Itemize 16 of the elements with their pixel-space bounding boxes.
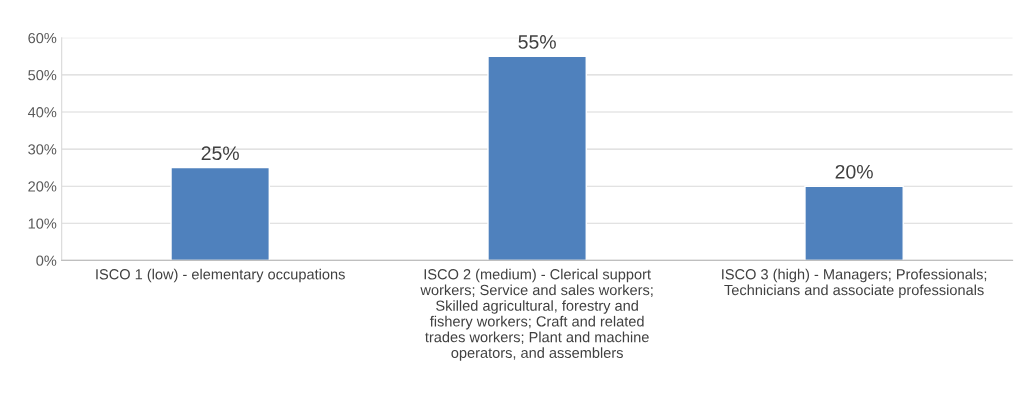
x-tick-label: ISCO 2 (medium) - Clerical support workers; Service and sales workers; Skilled agricultural, forestry and fishery workers; Craft and related trades workers; Plant and machine operators, and assemblers [420,268,653,361]
y-tick-label: 60% [28,32,57,44]
y-tick-label: 20% [28,181,57,192]
data-label: 20% [835,164,873,179]
bar [487,55,587,261]
bar [170,166,270,261]
x-tick-label: ISCO 1 (low) - elementary occupations [96,268,345,283]
x-tick-label: ISCO 3 (high) - Managers; Professionals; Technicians and associate professionals [722,268,987,299]
data-label: 55% [518,35,556,49]
bar [804,185,904,261]
y-tick-label: 50% [28,70,57,81]
y-tick-label: 40% [27,107,57,118]
y-tick-label: 0% [36,255,57,266]
y-tick-label: 10% [28,218,57,229]
y-tick-label: 30% [28,144,57,155]
data-label: 25% [201,146,239,161]
